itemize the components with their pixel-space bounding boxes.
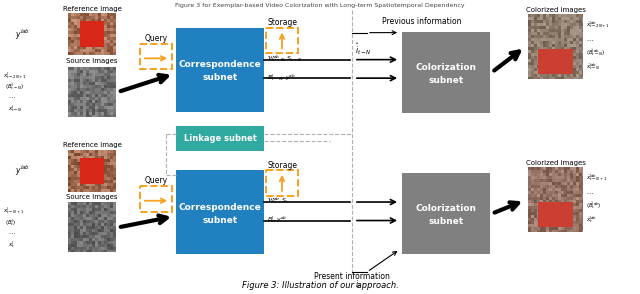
Bar (402, 32, 490, 113)
Text: subnet: subnet (428, 217, 463, 226)
Text: Reference image: Reference image (63, 6, 122, 12)
Text: Present information: Present information (314, 273, 390, 281)
Text: $B^l_t, y^{ab}$: $B^l_t, y^{ab}$ (267, 214, 287, 225)
Text: $i_t$: $i_t$ (355, 279, 362, 291)
Bar (266, 28, 298, 54)
Text: $x^l_{t-2N+1}$: $x^l_{t-2N+1}$ (3, 70, 27, 81)
Bar (402, 173, 490, 254)
Text: Figure 3 for Exemplar-based Video Colorization with Long-term Spatiotemporal Dep: Figure 3 for Exemplar-based Video Colori… (175, 4, 465, 9)
Bar (140, 44, 172, 69)
Text: Colorized images: Colorized images (525, 7, 586, 13)
Text: Colorized images: Colorized images (525, 160, 586, 166)
Text: $(B^l_t)$: $(B^l_t)$ (5, 217, 16, 228)
Text: $(B^l_{t-N})$: $(B^l_{t-N})$ (5, 82, 24, 92)
Text: Figure 3: Illustration of our approach.: Figure 3: Illustration of our approach. (242, 281, 398, 290)
Text: $x^l_{t-N+1}$: $x^l_{t-N+1}$ (3, 205, 24, 216)
Text: Source images: Source images (67, 194, 118, 200)
Text: Previous information: Previous information (382, 17, 461, 26)
Text: $(\tilde{B}^{lab}_{t-N})$: $(\tilde{B}^{lab}_{t-N})$ (586, 47, 605, 58)
Text: $(\tilde{B}^{lab}_t)$: $(\tilde{B}^{lab}_t)$ (586, 200, 602, 211)
Text: subnet: subnet (202, 73, 237, 82)
Text: $\cdots$: $\cdots$ (586, 190, 594, 195)
Text: subnet: subnet (202, 216, 237, 225)
Text: Colorization: Colorization (415, 63, 477, 72)
Text: Linkage subnet: Linkage subnet (184, 134, 257, 143)
Bar (176, 170, 264, 254)
Text: $B^l_{t-N}, y^{ab}$: $B^l_{t-N}, y^{ab}$ (267, 72, 296, 83)
Text: $\cdots$: $\cdots$ (586, 37, 594, 42)
Text: $\tilde{x}^{lab}_{t-N+1}$: $\tilde{x}^{lab}_{t-N+1}$ (586, 173, 607, 183)
Text: Colorization: Colorization (415, 204, 477, 213)
Text: $x^l_t$: $x^l_t$ (8, 239, 15, 250)
Bar (140, 186, 172, 212)
Text: Query: Query (145, 176, 168, 186)
Text: Correspondence: Correspondence (179, 60, 261, 69)
Text: $\tilde{x}^{lab}_t$: $\tilde{x}^{lab}_t$ (586, 214, 597, 225)
Text: Storage: Storage (267, 18, 297, 27)
Text: Source images: Source images (67, 58, 118, 64)
Text: $y^{lab}$: $y^{lab}$ (15, 164, 30, 178)
Bar (176, 126, 264, 151)
Text: $\tilde{x}^{lab}_{t-N}$: $\tilde{x}^{lab}_{t-N}$ (586, 61, 600, 72)
Text: $\mathcal{W}^{ab}_t, S_t$: $\mathcal{W}^{ab}_t, S_t$ (267, 196, 290, 206)
Text: $\hat{i}_{t-N}$: $\hat{i}_{t-N}$ (355, 41, 372, 56)
Text: Reference image: Reference image (63, 142, 122, 148)
Text: Storage: Storage (267, 161, 297, 170)
Text: $\cdots$: $\cdots$ (8, 94, 15, 99)
Text: $\tilde{x}^{lab}_{t-2N+1}$: $\tilde{x}^{lab}_{t-2N+1}$ (586, 19, 610, 30)
Text: $\cdots$: $\cdots$ (8, 230, 15, 235)
Bar (176, 28, 264, 112)
Bar (266, 170, 298, 196)
Text: $\mathcal{W}^{ab}_{t-N}, S_{t-N}$: $\mathcal{W}^{ab}_{t-N}, S_{t-N}$ (267, 53, 303, 64)
Text: $y^{lab}$: $y^{lab}$ (15, 27, 30, 42)
Text: subnet: subnet (428, 76, 463, 85)
Text: Query: Query (145, 34, 168, 43)
Text: Correspondence: Correspondence (179, 203, 261, 212)
Text: $x^l_{t-N}$: $x^l_{t-N}$ (8, 103, 22, 114)
